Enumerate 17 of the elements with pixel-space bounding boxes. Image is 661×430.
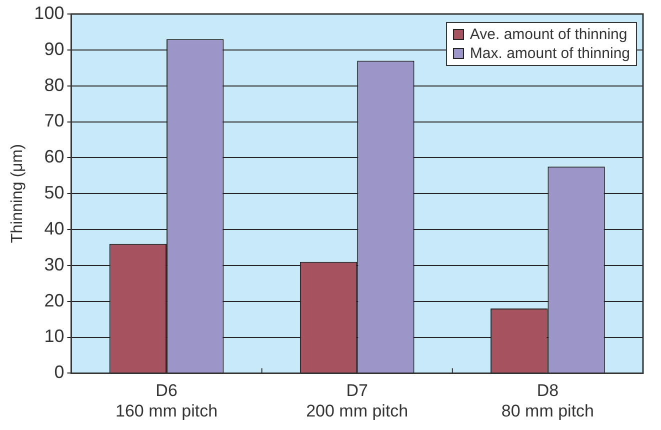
y-tick-label: 50 [44, 182, 64, 203]
y-tick-label: 10 [44, 326, 64, 346]
y-tick-label: 20 [44, 290, 64, 310]
y-tick-label: 0 [54, 362, 64, 382]
x-tick-label: D7 200 mm pitch [306, 381, 408, 420]
y-tick-label: 70 [44, 110, 64, 131]
y-tick-label: 40 [44, 218, 64, 238]
legend-label: Max. amount of thinning [470, 44, 630, 63]
y-axis-title: Thinning (μm) [9, 144, 26, 244]
legend-label: Ave. amount of thinning [470, 25, 628, 44]
y-tick-label: 100 [34, 2, 64, 23]
y-tick-label: 60 [44, 146, 64, 167]
x-tick-label: D6 160 mm pitch [116, 381, 218, 420]
y-tick-label: 30 [44, 254, 64, 274]
y-tick-label: 90 [44, 38, 64, 59]
y-tick-label: 80 [44, 74, 64, 95]
x-tick-label: D8 80 mm pitch [501, 381, 594, 420]
